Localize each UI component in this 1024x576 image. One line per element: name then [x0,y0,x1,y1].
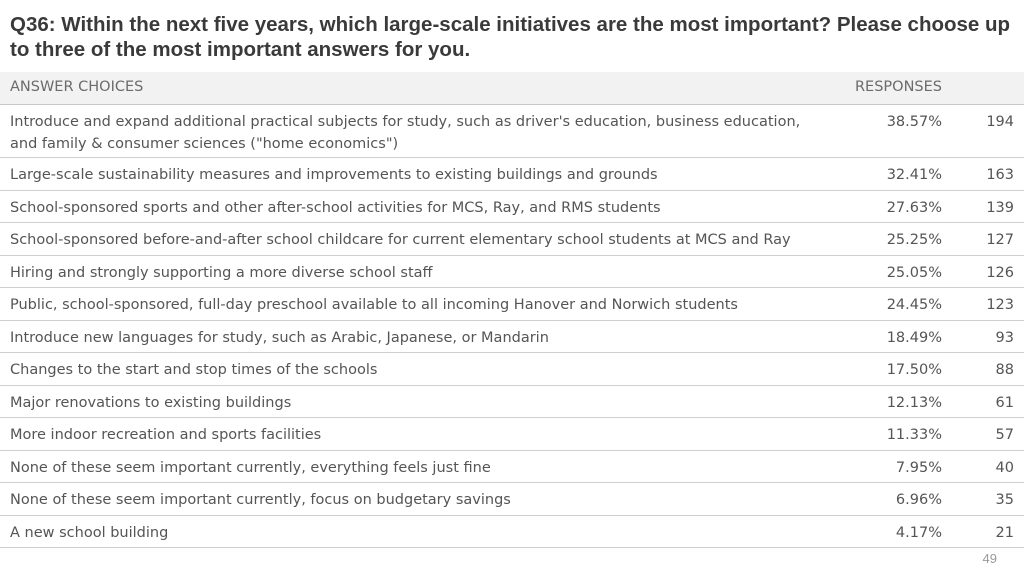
response-percent: 7.95% [895,459,942,476]
response-count: 123 [986,297,1014,313]
table-row: School-sponsored sports and other after-… [0,191,1024,223]
table-row: None of these seem important currently, … [0,451,1024,483]
response-percent: 18.49% [886,329,942,346]
response-count: 163 [986,167,1014,183]
header-answer-choices: ANSWER CHOICES [10,79,144,95]
answer-choice: None of these seem important currently, … [10,492,511,508]
table-row: Public, school-sponsored, full-day presc… [0,288,1024,321]
response-percent: 25.25% [886,232,942,248]
response-percent: 25.05% [886,264,942,281]
response-percent: 27.63% [886,199,942,216]
table-row: Changes to the start and stop times of t… [0,353,1024,386]
response-count: 21 [995,524,1014,541]
response-count: 40 [995,459,1014,476]
response-count: 93 [995,329,1014,346]
table-row: Introduce and expand additional practica… [0,105,1024,158]
table-row: More indoor recreation and sports facili… [0,418,1024,451]
response-count: 57 [995,427,1014,443]
response-percent: 38.57% [886,114,942,130]
answer-choice: Major renovations to existing buildings [10,394,292,411]
answer-choice: Public, school-sponsored, full-day presc… [10,297,738,313]
response-percent: 4.17% [895,524,942,541]
response-percent: 32.41% [886,167,942,183]
answer-choice: A new school building [10,524,169,541]
response-count: 35 [995,492,1014,508]
page-number: 49 [982,551,997,566]
responses-table: ANSWER CHOICES RESPONSES Introduce and e… [0,72,1024,548]
answer-choice: None of these seem important currently, … [10,459,491,476]
response-count: 194 [986,114,1014,130]
response-count: 61 [995,394,1014,411]
response-count: 88 [995,362,1014,378]
answer-choice: School-sponsored before-and-after school… [10,232,791,248]
table-row: School-sponsored before-and-after school… [0,223,1024,256]
response-percent: 17.50% [886,362,942,378]
question-title: Q36: Within the next five years, which l… [10,13,1011,61]
answer-choice: More indoor recreation and sports facili… [10,427,322,443]
answer-choice: Introduce and expand additional practica… [10,114,801,152]
table-row: Large-scale sustainability measures and … [0,158,1024,191]
answer-choice: Large-scale sustainability measures and … [10,167,658,183]
table-row: Major renovations to existing buildings … [0,386,1024,418]
table-row: A new school building 4.17% 21 [0,516,1024,548]
response-percent: 6.96% [895,492,942,508]
table-row: None of these seem important currently, … [0,483,1024,516]
answer-choice: Changes to the start and stop times of t… [10,362,378,378]
response-percent: 12.13% [886,394,942,411]
response-percent: 24.45% [886,297,942,313]
table-header: ANSWER CHOICES RESPONSES [0,72,1024,105]
response-count: 139 [986,199,1014,216]
answer-choice: Introduce new languages for study, such … [10,329,549,346]
response-percent: 11.33% [886,427,942,443]
answer-choice: School-sponsored sports and other after-… [10,199,661,216]
response-count: 127 [986,232,1014,248]
table-row: Hiring and strongly supporting a more di… [0,256,1024,288]
answer-choice: Hiring and strongly supporting a more di… [10,264,433,281]
response-count: 126 [986,264,1014,281]
header-responses: RESPONSES [854,79,942,95]
table-row: Introduce new languages for study, such … [0,321,1024,353]
